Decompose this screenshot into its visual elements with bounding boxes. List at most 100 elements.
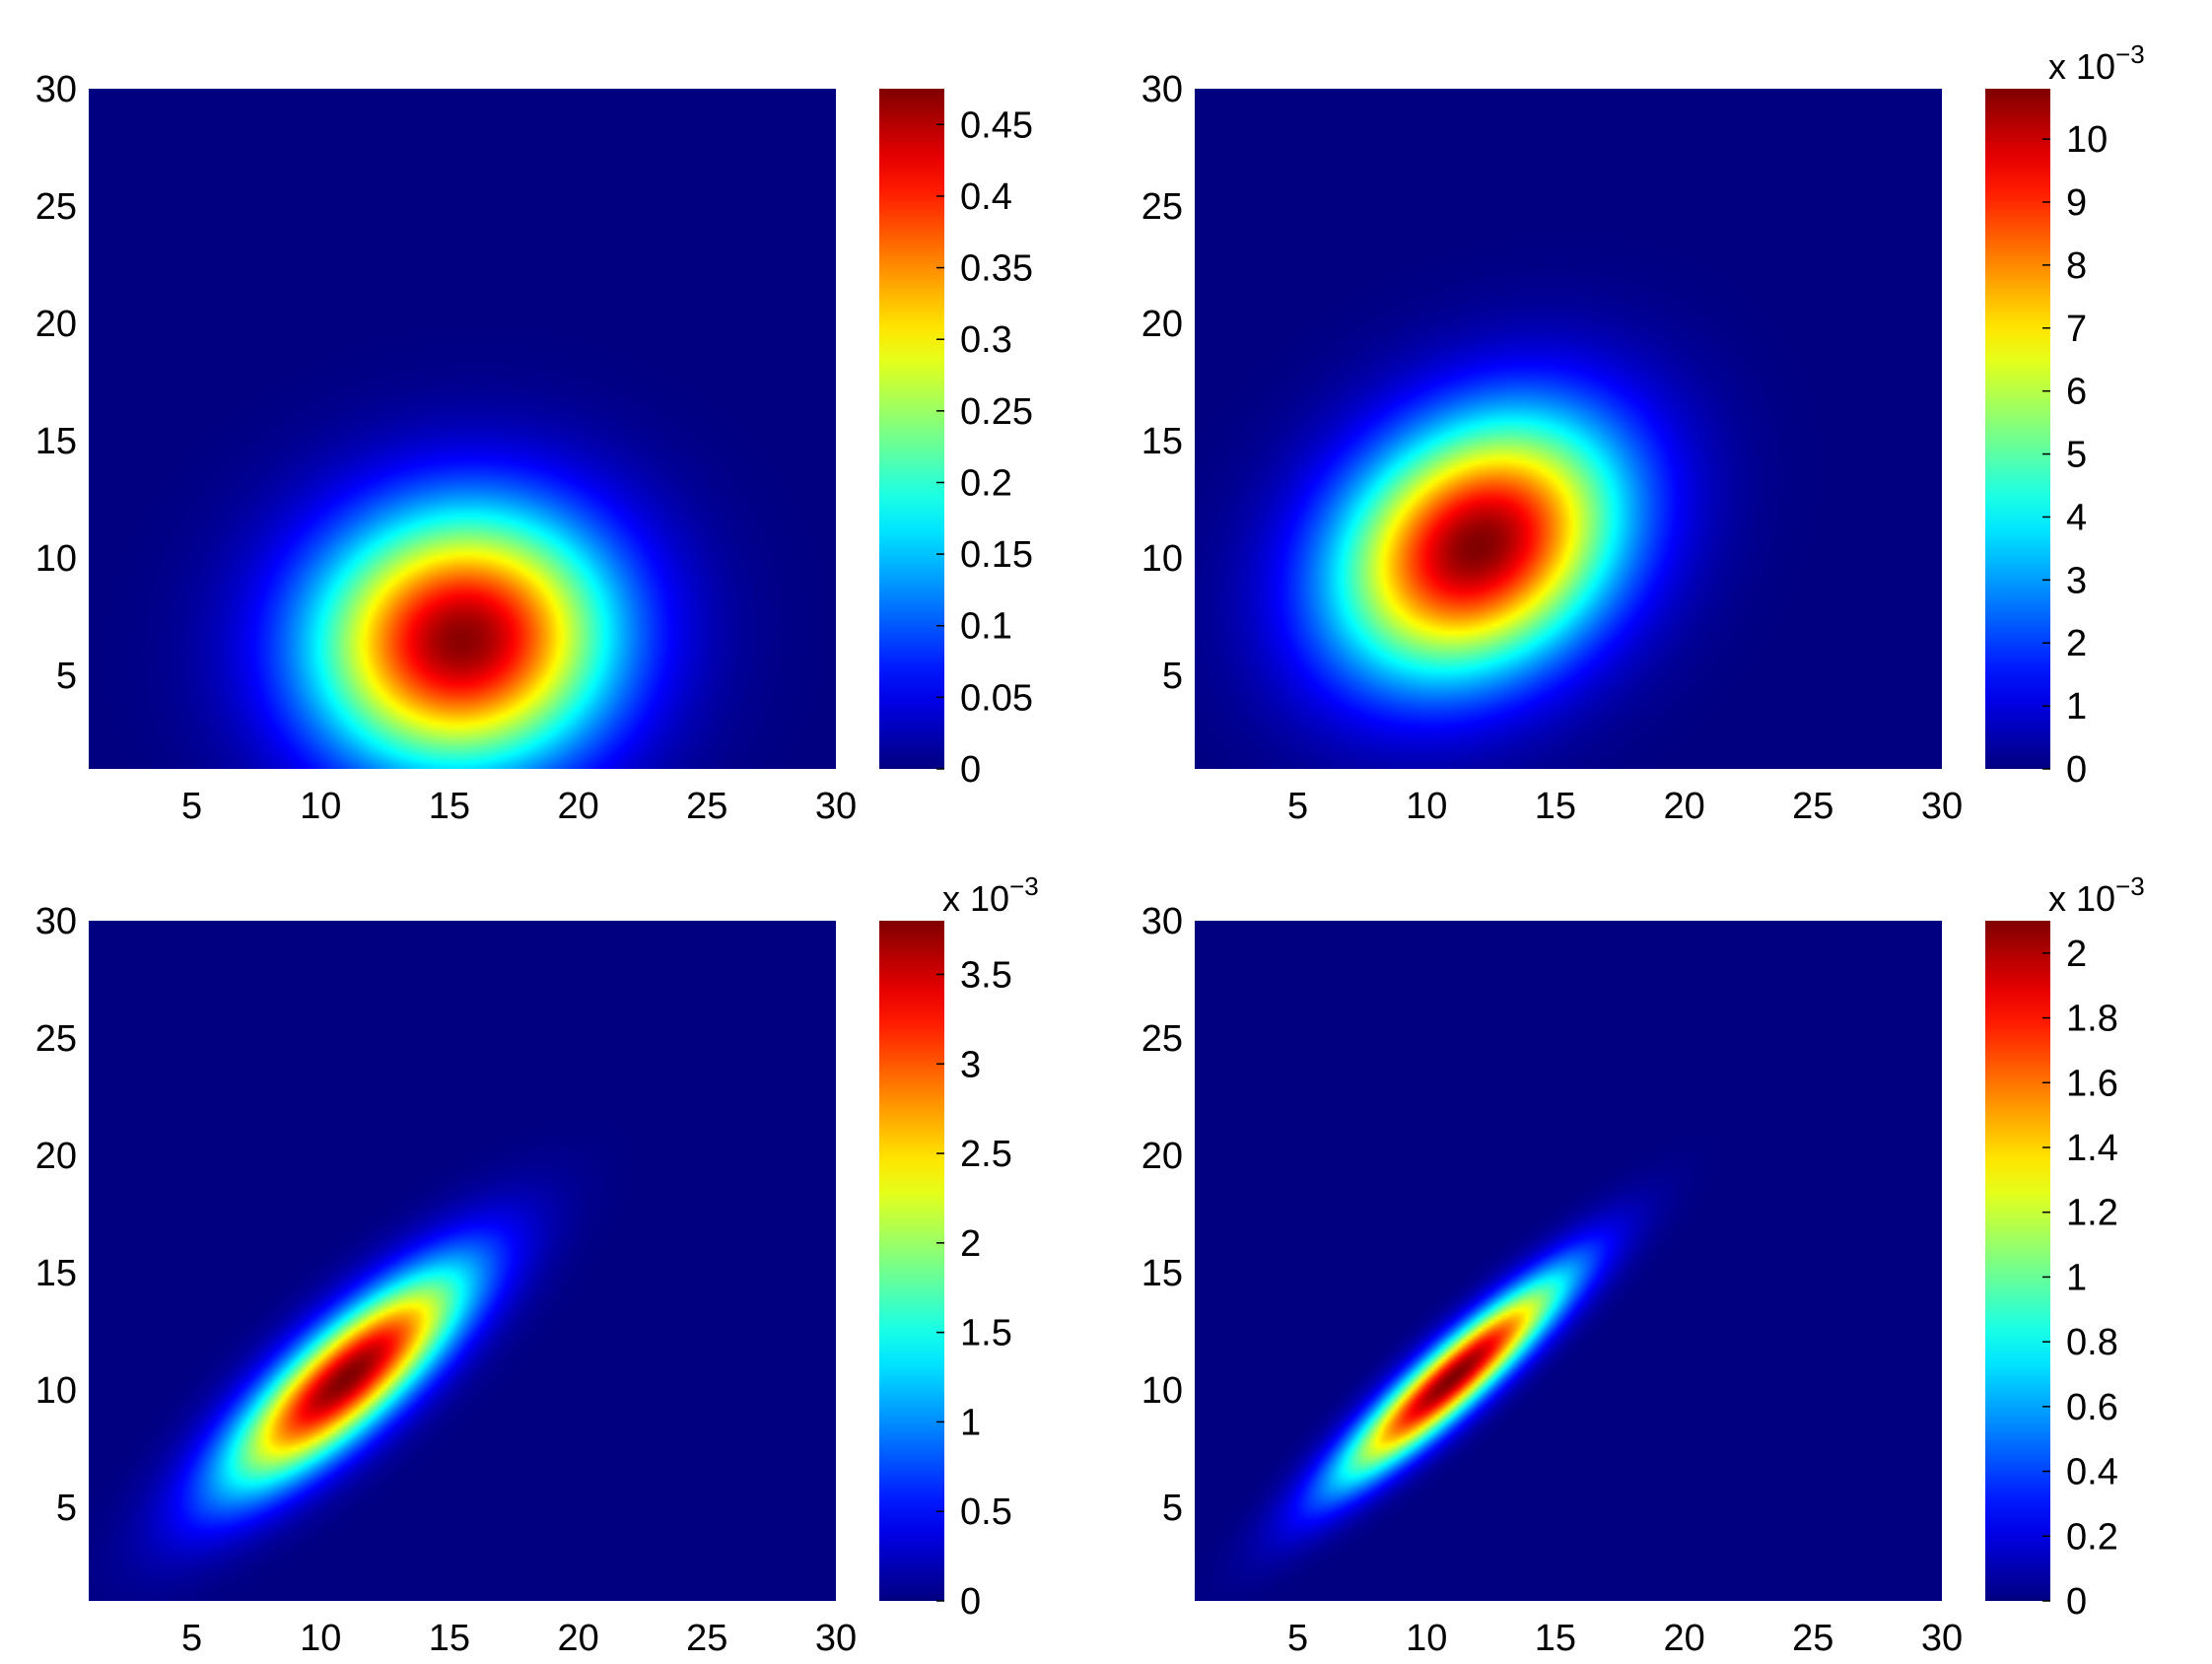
colorbar-tick-label: 0.25 (960, 391, 1033, 433)
colorbar-tick-label: 0 (960, 1581, 981, 1623)
y-tick-label: 25 (35, 1018, 77, 1060)
colorbar (879, 921, 944, 1601)
heatmap-image (89, 921, 836, 1601)
colorbar-tick-label: 9 (2066, 182, 2087, 224)
colorbar (879, 89, 944, 769)
y-tick-label: 10 (1141, 538, 1183, 580)
colorbar-tick-label: 1.5 (960, 1313, 1012, 1354)
heatmap-panel-2: 5 10 15 20 25 30 5 10 15 20 25 30 0 1 2 3 4 5 6 7 8 9 10 x 10−3 (1106, 0, 2212, 832)
y-tick-label: 5 (56, 656, 77, 697)
y-tick-label: 15 (35, 1253, 77, 1294)
colorbar-tick-label: 0.45 (960, 104, 1033, 146)
x-tick-label: 25 (1792, 786, 1833, 827)
x-tick-label: 15 (1535, 1618, 1576, 1659)
colorbar-tick-label: 0 (960, 749, 981, 791)
colorbar-tick-label: 1.4 (2066, 1128, 2118, 1169)
y-tick-label: 30 (1141, 69, 1183, 110)
x-tick-label: 5 (1287, 1618, 1308, 1659)
x-tick-label: 30 (815, 1618, 857, 1659)
colorbar-tick-label: 6 (2066, 372, 2087, 413)
colorbar-tick-label: 2 (960, 1223, 981, 1265)
y-tick-label: 20 (1141, 304, 1183, 345)
colorbar-tick-label: 0.8 (2066, 1322, 2118, 1363)
x-tick-label: 5 (181, 786, 202, 827)
colorbar-multiplier: x 10−3 (2048, 871, 2145, 919)
y-tick-label: 5 (1162, 1488, 1183, 1529)
y-tick-label: 15 (35, 421, 77, 462)
y-tick-label: 25 (35, 186, 77, 228)
x-tick-label: 10 (300, 786, 341, 827)
colorbar-tick-label: 0.15 (960, 534, 1033, 576)
x-tick-label: 20 (1663, 1618, 1704, 1659)
x-tick-label: 15 (429, 1618, 470, 1659)
heatmap-svg: 5 10 15 20 25 30 5 10 15 20 25 30 0 0.5 1 1.5 2 2.5 3 3.5 x … (35, 871, 1039, 1659)
y-tick-label: 20 (35, 304, 77, 345)
y-tick-label: 10 (35, 538, 77, 580)
colorbar-tick-label: 2.5 (960, 1134, 1012, 1175)
x-tick-label: 20 (557, 1618, 598, 1659)
y-tick-label: 30 (35, 69, 77, 110)
heatmap-image (89, 89, 836, 769)
heatmap-panel-1: 5 10 15 20 25 30 5 10 15 20 25 30 0 0.05 0.1 0.15 0.2 0.2… (0, 0, 1106, 832)
colorbar-tick-label: 0.35 (960, 248, 1033, 290)
heatmap-panel-4: 5 10 15 20 25 30 5 10 15 20 25 30 0 0.2 0.4 0.6 0.8 1 1.2 1… (1106, 832, 2212, 1664)
x-tick-label: 20 (557, 786, 598, 827)
colorbar-tick-label: 0.5 (960, 1491, 1012, 1533)
x-tick-label: 20 (1663, 786, 1704, 827)
x-tick-label: 5 (181, 1618, 202, 1659)
x-tick-label: 15 (429, 786, 470, 827)
heatmap-image (1195, 921, 1942, 1601)
colorbar-tick-label: 10 (2066, 119, 2108, 161)
colorbar-tick-label: 1 (2066, 1257, 2087, 1298)
colorbar-tick-label: 5 (2066, 435, 2087, 476)
x-tick-label: 10 (1406, 786, 1447, 827)
colorbar-tick-label: 1.6 (2066, 1063, 2118, 1104)
colorbar-multiplier: x 10−3 (942, 871, 1039, 919)
colorbar-tick-label: 0.1 (960, 606, 1012, 648)
colorbar-tick-label: 2 (2066, 623, 2087, 664)
x-tick-label: 30 (1921, 786, 1963, 827)
y-tick-label: 20 (1141, 1136, 1183, 1177)
y-tick-label: 25 (1141, 186, 1183, 228)
x-tick-label: 25 (686, 786, 727, 827)
colorbar-tick-label: 4 (2066, 497, 2087, 538)
y-tick-label: 10 (1141, 1370, 1183, 1412)
colorbar (1985, 89, 2050, 769)
y-tick-label: 30 (35, 901, 77, 942)
x-tick-label: 25 (686, 1618, 727, 1659)
heatmap-svg: 5 10 15 20 25 30 5 10 15 20 25 30 0 0.05 0.1 0.15 0.2 0.2… (35, 69, 1033, 827)
colorbar-tick-label: 1 (960, 1402, 981, 1443)
colorbar-tick-label: 1 (2066, 686, 2087, 728)
colorbar-tick-label: 0.2 (2066, 1516, 2118, 1558)
y-tick-label: 25 (1141, 1018, 1183, 1060)
heatmap-svg: 5 10 15 20 25 30 5 10 15 20 25 30 0 0.2 0.4 0.6 0.8 1 1.2 1… (1141, 871, 2145, 1659)
colorbar-tick-label: 1.2 (2066, 1193, 2118, 1234)
colorbar-multiplier: x 10−3 (2048, 39, 2145, 87)
colorbar-tick-label: 3 (960, 1044, 981, 1085)
colorbar-tick-label: 0.6 (2066, 1387, 2118, 1428)
x-tick-label: 25 (1792, 1618, 1833, 1659)
y-tick-label: 15 (1141, 1253, 1183, 1294)
x-tick-label: 10 (300, 1618, 341, 1659)
colorbar-tick-label: 0.05 (960, 677, 1033, 719)
colorbar-tick-label: 2 (2066, 934, 2087, 975)
x-tick-label: 10 (1406, 1618, 1447, 1659)
colorbar-tick-label: 8 (2066, 245, 2087, 287)
colorbar-tick-label: 0.4 (960, 176, 1012, 218)
colorbar-tick-label: 0.2 (960, 462, 1012, 504)
x-tick-label: 5 (1287, 786, 1308, 827)
colorbar-tick-label: 0 (2066, 749, 2087, 791)
colorbar-tick-label: 3.5 (960, 954, 1012, 996)
x-tick-label: 30 (815, 786, 857, 827)
y-tick-label: 10 (35, 1370, 77, 1412)
colorbar-tick-label: 3 (2066, 560, 2087, 601)
y-tick-label: 5 (1162, 656, 1183, 697)
heatmap-image (1195, 89, 1942, 769)
colorbar-tick-label: 7 (2066, 309, 2087, 350)
heatmap-svg: 5 10 15 20 25 30 5 10 15 20 25 30 0 1 2 3 4 5 6 7 8 9 10 x 10−3 (1141, 39, 2145, 827)
x-tick-label: 15 (1535, 786, 1576, 827)
x-tick-label: 30 (1921, 1618, 1963, 1659)
y-tick-label: 5 (56, 1488, 77, 1529)
colorbar-tick-label: 0.4 (2066, 1452, 2118, 1493)
